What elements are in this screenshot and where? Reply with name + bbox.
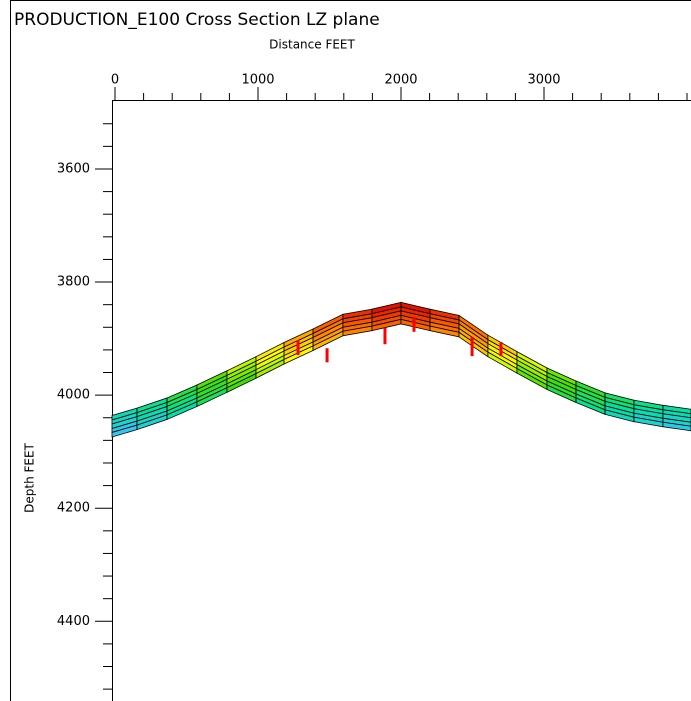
frame xyxy=(10,0,691,701)
grid-cells xyxy=(111,301,691,438)
x-axis-label: Distance FEET xyxy=(269,38,355,52)
y-tick-label: 4400 xyxy=(57,614,90,629)
y-axis-label: Depth FEET xyxy=(23,442,37,512)
grid-cell xyxy=(662,404,691,415)
grid-cell xyxy=(662,413,691,423)
x-tick-label: 3000 xyxy=(527,73,560,88)
y-tick-label: 3600 xyxy=(57,161,90,176)
x-tick-label: 0 xyxy=(111,73,119,88)
y-tick-label: 4200 xyxy=(57,501,90,516)
y-tick-label: 4000 xyxy=(57,388,90,403)
x-tick-label: 1000 xyxy=(241,73,274,88)
y-tick-label: 3800 xyxy=(57,275,90,290)
grid-cell xyxy=(662,417,691,427)
grid-cell xyxy=(662,421,691,432)
chart-title: PRODUCTION_E100 Cross Section LZ plane xyxy=(14,10,380,30)
x-tick-label: 2000 xyxy=(384,73,417,88)
grid-cell xyxy=(662,409,691,419)
